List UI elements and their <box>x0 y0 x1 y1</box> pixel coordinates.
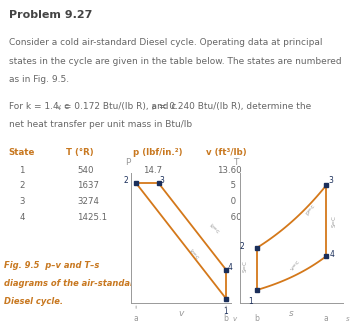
Text: 1: 1 <box>223 307 228 316</box>
Text: 3274: 3274 <box>77 197 99 206</box>
Text: 0.85: 0.85 <box>217 181 236 190</box>
Text: = 0.172 Btu/(lb R), and c: = 0.172 Btu/(lb R), and c <box>62 101 177 111</box>
Text: k=c: k=c <box>187 248 199 261</box>
Text: 540: 540 <box>77 166 93 175</box>
Text: 4: 4 <box>330 250 335 259</box>
Text: a: a <box>134 315 139 323</box>
Text: S=C: S=C <box>243 260 248 272</box>
Text: p=c: p=c <box>304 202 316 216</box>
Text: p (lbf/in.²): p (lbf/in.²) <box>133 148 182 157</box>
Text: b: b <box>224 315 229 323</box>
Text: 38.8: 38.8 <box>144 213 163 222</box>
Text: a: a <box>324 315 329 323</box>
Text: 13.60: 13.60 <box>217 213 241 222</box>
Text: T: T <box>233 158 239 167</box>
Text: 1425.1: 1425.1 <box>77 213 107 222</box>
Text: 1: 1 <box>19 166 25 175</box>
Text: 4: 4 <box>228 263 232 272</box>
Text: T (°R): T (°R) <box>66 148 94 157</box>
Text: Problem 9.27: Problem 9.27 <box>9 10 92 20</box>
Text: b: b <box>254 315 259 323</box>
Text: S=C: S=C <box>331 215 336 228</box>
Text: 1: 1 <box>248 297 253 306</box>
Text: State: State <box>9 148 35 157</box>
Text: v: v <box>57 104 61 110</box>
Text: s: s <box>346 317 350 322</box>
Text: v (ft³/lb): v (ft³/lb) <box>206 148 247 157</box>
Text: v: v <box>233 317 237 322</box>
Text: states in the cycle are given in the table below. The states are numbered: states in the cycle are given in the tab… <box>9 57 341 66</box>
Text: Consider a cold air-standard Diesel cycle. Operating data at principal: Consider a cold air-standard Diesel cycl… <box>9 38 322 47</box>
Text: k=c: k=c <box>208 223 220 235</box>
Text: 3: 3 <box>159 176 164 185</box>
Text: 2: 2 <box>19 181 25 190</box>
Text: 3: 3 <box>328 176 333 185</box>
Text: 14.7: 14.7 <box>144 166 163 175</box>
Text: as in Fig. 9.5.: as in Fig. 9.5. <box>9 75 69 84</box>
Text: Diesel cycle.: Diesel cycle. <box>4 297 63 306</box>
Text: net heat transfer per unit mass in Btu/lb: net heat transfer per unit mass in Btu/l… <box>9 120 192 129</box>
Text: 1637: 1637 <box>77 181 99 190</box>
Text: P: P <box>125 158 131 167</box>
Text: 2: 2 <box>124 176 128 185</box>
Text: 713.0: 713.0 <box>144 197 168 206</box>
Text: 4: 4 <box>19 213 25 222</box>
Text: p: p <box>152 104 156 110</box>
Text: s: s <box>289 309 294 318</box>
Text: For k = 1.4, c: For k = 1.4, c <box>9 101 69 111</box>
Text: Fig. 9.5  p–v and T–s: Fig. 9.5 p–v and T–s <box>4 261 99 270</box>
Text: diagrams of the air-standard: diagrams of the air-standard <box>4 279 140 288</box>
Text: 2: 2 <box>240 242 244 251</box>
Text: v=c: v=c <box>289 258 301 271</box>
Text: v: v <box>178 309 184 318</box>
Text: 13.60: 13.60 <box>217 166 241 175</box>
Text: 3: 3 <box>19 197 25 206</box>
Text: 1.70: 1.70 <box>217 197 236 206</box>
Text: 713.0: 713.0 <box>144 181 168 190</box>
Text: = 0.240 Btu/(lb R), determine the: = 0.240 Btu/(lb R), determine the <box>156 101 311 111</box>
